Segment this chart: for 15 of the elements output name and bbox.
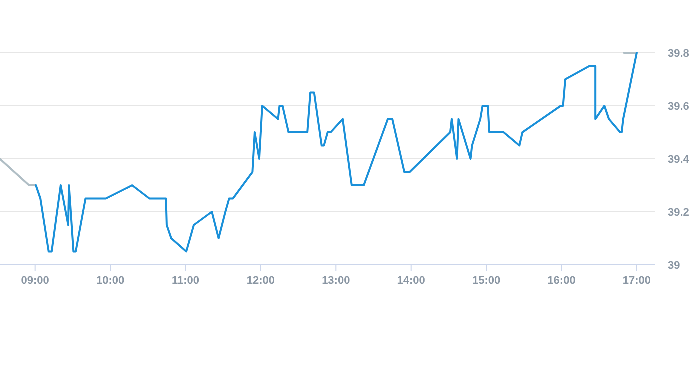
x-tick-label: 14:00 <box>397 275 426 287</box>
x-tick-label: 17:00 <box>622 275 652 287</box>
y-tick-label: 39 <box>668 260 680 272</box>
x-tick-label: 11:00 <box>172 275 200 287</box>
x-tick-label: 15:00 <box>472 275 501 287</box>
y-tick-label: 39.6 <box>668 101 690 113</box>
y-tick-label: 39.8 <box>668 48 690 60</box>
x-tick-label: 12:00 <box>246 275 276 287</box>
x-tick-label: 16:00 <box>548 275 576 287</box>
x-tick-label: 09:00 <box>21 275 50 287</box>
y-tick-label: 39.2 <box>668 207 690 219</box>
x-tick-label: 10:00 <box>96 275 125 287</box>
y-tick-label: 39.4 <box>668 154 690 166</box>
x-tick-label: 13:00 <box>322 275 350 287</box>
line-series <box>35 52 638 253</box>
